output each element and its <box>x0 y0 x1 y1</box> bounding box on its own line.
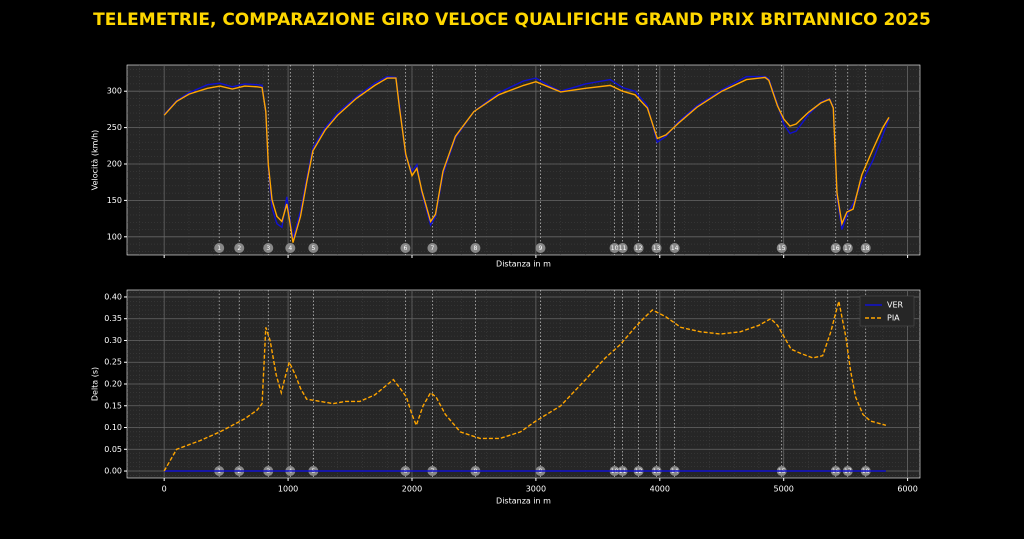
y-tick-label: 0.10 <box>104 423 122 432</box>
legend-box <box>859 295 915 327</box>
y-tick-label: 100 <box>107 232 122 241</box>
x-tick-label: 3000 <box>526 485 546 494</box>
corner-marker <box>400 243 411 253</box>
corner-marker <box>308 243 319 253</box>
corner-label: 2 <box>237 245 241 252</box>
corner-marker <box>427 243 438 253</box>
series-line <box>163 76 890 243</box>
x-tick-label: 2000 <box>402 485 422 494</box>
corner-marker <box>535 243 546 253</box>
corner-label: 3 <box>266 245 270 252</box>
corner-label: 5 <box>311 245 315 252</box>
y-tick-label: 200 <box>107 160 122 169</box>
corner-label: 1 <box>217 245 221 252</box>
x-tick-label: 6000 <box>897 485 917 494</box>
corner-label: 13 <box>653 245 661 252</box>
corner-label: 9 <box>539 245 543 252</box>
corner-marker <box>234 243 245 253</box>
y-tick-label: 0.15 <box>104 401 122 410</box>
corner-label: 16 <box>832 245 840 252</box>
corner-label: 8 <box>474 245 478 252</box>
y-tick-label: 0.00 <box>104 467 122 476</box>
series-line <box>163 301 887 472</box>
corner-label: 12 <box>635 245 643 252</box>
corner-marker <box>633 243 644 253</box>
corner-marker <box>617 243 628 253</box>
x-axis-label: Distanza in m <box>496 497 551 506</box>
x-tick-label: 4000 <box>650 485 670 494</box>
corner-marker <box>285 243 296 253</box>
corner-label: 17 <box>844 245 852 252</box>
y-tick-label: 150 <box>107 196 122 205</box>
page-title: TELEMETRIE, COMPARAZIONE GIRO VELOCE QUA… <box>93 10 931 30</box>
corner-label: 6 <box>404 245 408 252</box>
corner-label: 15 <box>778 245 786 252</box>
plot-area <box>126 64 921 256</box>
legend-label: PIA <box>887 314 900 323</box>
corner-marker <box>776 243 787 253</box>
corner-marker <box>860 243 871 253</box>
y-tick-label: 0.20 <box>104 380 122 389</box>
x-axis-label: Distanza in m <box>496 260 551 269</box>
corner-marker <box>609 243 620 253</box>
corner-marker <box>214 243 225 253</box>
corner-marker <box>263 243 274 253</box>
x-tick-label: 1000 <box>278 485 298 494</box>
corner-label: 11 <box>619 245 627 252</box>
y-tick-label: 300 <box>107 87 122 96</box>
corner-label: 14 <box>671 245 679 252</box>
y-tick-label: 0.40 <box>104 292 122 301</box>
y-axis-label: Delta (s) <box>91 367 100 401</box>
y-tick-label: 0.05 <box>104 445 122 454</box>
corner-label: 18 <box>862 245 870 252</box>
y-tick-label: 0.25 <box>104 358 122 367</box>
x-tick-label: 5000 <box>774 485 794 494</box>
legend-label: VER <box>887 301 904 310</box>
corner-label: 7 <box>431 245 435 252</box>
y-tick-label: 250 <box>107 123 122 132</box>
corner-marker <box>470 243 481 253</box>
x-tick-label: 0 <box>162 485 167 494</box>
corner-marker <box>669 243 680 253</box>
corner-label: 10 <box>611 245 619 252</box>
y-tick-label: 0.30 <box>104 336 122 345</box>
corner-marker <box>830 243 841 253</box>
y-tick-label: 0.35 <box>104 314 122 323</box>
corner-label: 4 <box>288 245 292 252</box>
corner-marker <box>651 243 662 253</box>
corner-marker <box>842 243 853 253</box>
y-axis-label: Velocità (km/h) <box>91 130 100 191</box>
